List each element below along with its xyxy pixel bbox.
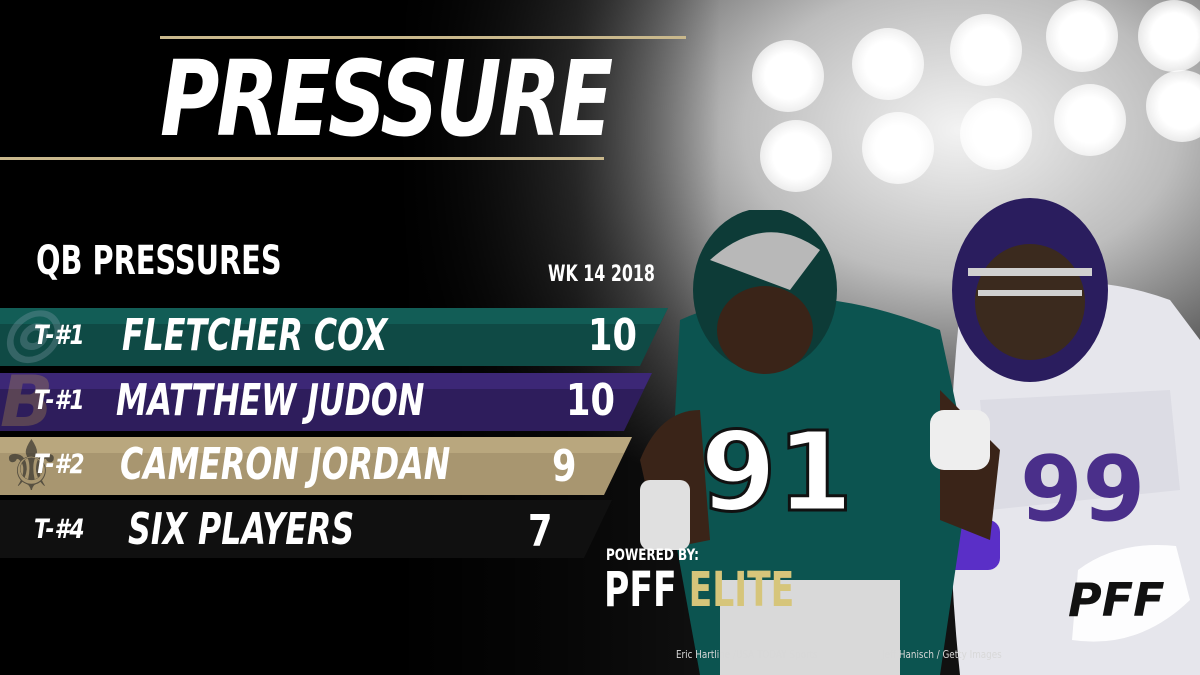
row-value: 10 bbox=[566, 375, 615, 426]
row-rank: T-#4 bbox=[34, 514, 85, 545]
row-rank: T-#2 bbox=[34, 449, 85, 480]
stadium-light bbox=[852, 28, 924, 100]
leaderboard-row: B T-#1 MATTHEW JUDON 10 bbox=[0, 373, 660, 431]
brand-tier: ELITE bbox=[688, 562, 795, 618]
row-player-name: FLETCHER COX bbox=[122, 310, 388, 361]
row-bar bbox=[0, 373, 652, 431]
leaderboard-row: ⦾ T-#1 FLETCHER COX 10 bbox=[0, 308, 680, 366]
stadium-light bbox=[760, 120, 832, 192]
row-player-name: MATTHEW JUDON bbox=[116, 375, 425, 426]
photo-credit-right: Jeff Hanisch / Getty Images bbox=[882, 648, 1002, 661]
leaderboard-row: ⚜ T-#2 CAMERON JORDAN 9 bbox=[0, 437, 640, 495]
stadium-light bbox=[1138, 0, 1200, 72]
row-rank: T-#1 bbox=[34, 320, 85, 351]
team-logo-watermark: ⦾ bbox=[0, 308, 56, 366]
team-logo-watermark: B bbox=[0, 373, 54, 431]
player-left-image: 91 bbox=[640, 210, 1000, 675]
row-player-name: SIX PLAYERS bbox=[128, 504, 355, 555]
row-bar bbox=[0, 308, 668, 366]
player-left-number: 91 bbox=[700, 408, 853, 536]
row-bar bbox=[0, 500, 612, 558]
row-value: 10 bbox=[588, 310, 637, 361]
stadium-light bbox=[960, 98, 1032, 170]
row-value: 7 bbox=[528, 506, 553, 557]
pff-logo-icon: PFF bbox=[1068, 545, 1190, 642]
header-rule-bottom bbox=[0, 157, 604, 160]
stadium-light bbox=[1054, 84, 1126, 156]
stadium-light bbox=[862, 112, 934, 184]
pff-logo-text: PFF bbox=[1068, 573, 1165, 627]
stadium-light bbox=[1146, 70, 1200, 142]
stadium-light bbox=[950, 14, 1022, 86]
team-logo-watermark: ⚜ bbox=[0, 437, 63, 495]
stadium-light bbox=[752, 40, 824, 112]
brand-name: PFF bbox=[604, 562, 677, 618]
stadium-light bbox=[1046, 0, 1118, 72]
photo-credit-left: Eric Hartline /USA TODAY Sports bbox=[676, 648, 818, 661]
header-rule-top bbox=[160, 36, 686, 39]
week-label: WK 14 2018 bbox=[548, 262, 655, 287]
stat-subtitle: QB PRESSURES bbox=[36, 238, 282, 284]
row-rank: T-#1 bbox=[34, 385, 85, 416]
pff-elite-brand: PFF ELITE bbox=[604, 562, 794, 618]
powered-by-label: POWERED BY: bbox=[606, 545, 699, 564]
player-right-number: 99 bbox=[1020, 437, 1145, 542]
row-value: 9 bbox=[552, 441, 577, 492]
row-player-name: CAMERON JORDAN bbox=[120, 439, 451, 490]
row-bar bbox=[0, 437, 632, 495]
leaderboard-row: T-#4 SIX PLAYERS 7 bbox=[0, 500, 620, 558]
page-title: PRESSURE bbox=[160, 38, 613, 160]
